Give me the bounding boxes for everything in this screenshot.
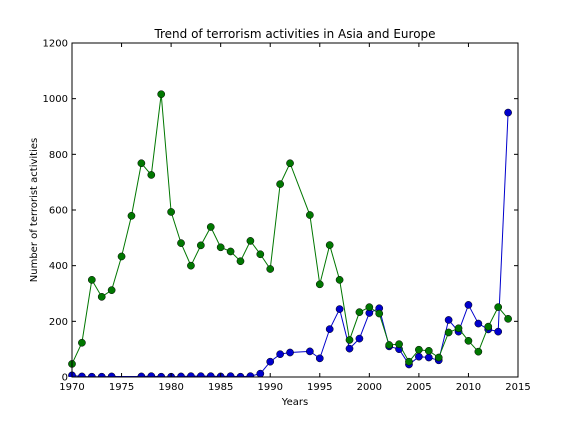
series-1-point [147,372,156,377]
series-2-point [236,257,245,266]
series-2-point [484,322,493,331]
series-1-point [325,325,334,333]
series-2-point [365,303,374,311]
y-tick-label: 800 [49,150,68,161]
x-tick-label: 1980 [158,382,183,393]
y-tick-label: 200 [49,317,68,328]
series-2-point [187,261,195,270]
series-2-point [167,208,175,216]
series-2-point [325,241,334,249]
series-2-point [87,276,96,284]
series-2-point [494,303,503,311]
series-2-point [97,292,106,301]
series-2-point [226,247,235,256]
series-1-point [415,352,423,361]
series-2-point [306,211,314,219]
x-tick-label: 1990 [257,382,282,393]
y-tick-label: 600 [49,206,68,217]
x-tick-label: 1975 [109,382,134,393]
series-2-point [286,159,294,168]
series-1-point [177,372,185,377]
series-2-point [474,347,483,356]
series-1-point [107,372,116,377]
series-2-point [147,171,156,179]
series-1-point [424,353,433,362]
series-1-point [286,348,294,357]
series-1-point [494,327,503,336]
series-group [68,90,512,377]
series-2-point [127,211,136,220]
series-2-point [434,353,443,362]
series-2-point [385,341,394,349]
series-1-point [335,305,344,313]
series-2-point [454,324,463,333]
x-axis-label: Years [281,397,308,408]
x-tick-label: 2000 [357,382,382,393]
series-1-point [206,372,215,377]
series-1-point [256,369,265,377]
series-2-point [464,336,473,345]
x-tick-label: 2010 [456,382,481,393]
series-2-line [71,94,509,365]
series-2-point [246,237,255,245]
series-1-point [444,316,453,324]
series-2-point [117,252,126,261]
x-tick-label: 1970 [59,382,84,393]
x-tick-label: 1995 [307,382,332,393]
series-1-point [276,350,284,359]
series-1-point [464,301,473,309]
series-1-point [474,319,483,328]
series-2-point [415,345,423,354]
y-tick-label: 400 [49,261,68,272]
series-2-point [395,340,403,349]
series-1-point [355,334,364,343]
series-2-point [315,280,324,289]
series-1-point [246,372,255,377]
series-2-point [206,223,215,231]
series-2-point [276,180,284,188]
y-tick-label: 1200 [43,39,68,50]
series-1-point [345,344,354,353]
series-2-point [355,308,364,316]
series-2-point [266,265,275,273]
x-tick-label: 2015 [505,382,530,393]
series-1-point [187,372,195,377]
series-1-point [315,354,324,363]
series-2-point [444,328,453,337]
series-2-point [424,346,433,355]
series-1-point [504,108,512,117]
series-2-point [335,276,344,284]
plot-area: 1970 1975 1980 1985 1990 1995 2000 2005 2010 2015… [43,39,531,394]
series-2-point [256,250,265,259]
series-2-point [177,239,185,247]
series-1-point [137,372,146,377]
series-1-point [306,347,314,356]
y-tick-label: 1000 [43,94,68,105]
series-2-point [504,314,512,323]
series-1-line [71,112,509,377]
plot-frame [71,42,519,378]
chart-title: Trend of terrorism activities in Asia an… [153,27,435,41]
x-tick-label: 1985 [208,382,233,393]
series-1-point [196,372,205,377]
series-1-point [78,372,86,377]
series-1-point [226,372,235,377]
series-2-point [107,286,116,295]
series-2-point [216,243,225,252]
series-2-point [405,357,413,366]
series-2-point [345,336,354,344]
series-2-point [375,309,384,318]
series-2-point [196,241,205,250]
y-axis-label: Number of terrorist activities [29,138,40,282]
x-tick-label: 2005 [406,382,431,393]
series-2-point [137,159,146,168]
series-1-point [266,357,275,366]
series-2-point [78,338,86,347]
y-tick-label: 0 [62,373,68,384]
series-2-point [157,90,166,99]
